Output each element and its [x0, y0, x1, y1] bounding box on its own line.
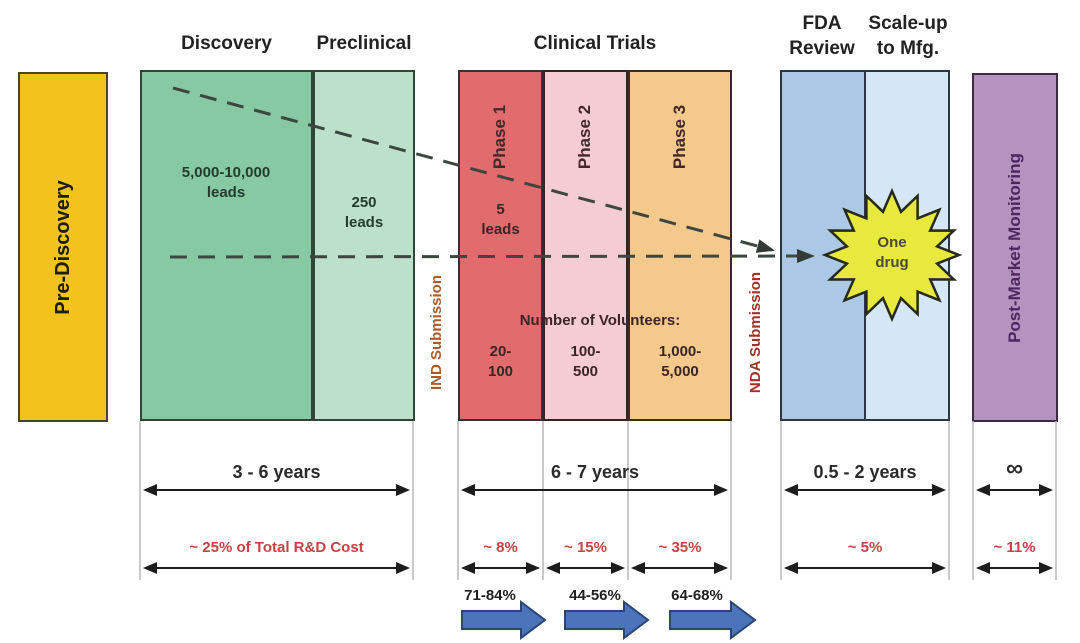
funnel-horizontal-dashed-line: [169, 249, 815, 264]
duration-discovery-preclinical: 3 - 6 years: [232, 462, 321, 482]
cost-phase-3: ~ 35%: [658, 539, 702, 556]
cost-discovery-preclinical: ~ 25% of Total R&D Cost: [189, 539, 364, 556]
box-preclinical: [313, 70, 415, 421]
label-phase-3-wrap: Phase 3: [628, 76, 732, 198]
one-drug-label: One drug: [875, 234, 909, 272]
box-phase-3: [628, 70, 732, 421]
label-phase-2-wrap: Phase 2: [543, 76, 628, 198]
label-pre-discovery-wrap: Pre-Discovery: [18, 72, 108, 422]
duration-post-market-infinity: ∞: [1005, 455, 1024, 482]
dimension-guides: [139, 421, 1057, 580]
milestone-ind-submission: IND Submission: [428, 274, 446, 391]
header-scale-up: Scale-up to Mfg.: [868, 13, 948, 59]
success-rate-phase-2: 44-56%: [569, 587, 621, 604]
preclinical-leads: 250 leads: [344, 194, 384, 232]
header-discovery: Discovery: [181, 33, 272, 54]
header-preclinical: Preclinical: [316, 33, 412, 54]
success-arrow-phase-1: [461, 600, 547, 640]
volunteers-heading: Number of Volunteers:: [519, 312, 681, 329]
label-phase-1: Phase 1: [490, 104, 510, 170]
success-arrow-phase-2: [564, 600, 650, 640]
cost-phase-1: ~ 8%: [483, 539, 518, 556]
label-post-market-wrap: Post-Market Monitoring: [972, 73, 1058, 422]
discovery-leads: 5,000-10,000 leads: [181, 164, 271, 202]
cost-post-market: ~ 11%: [993, 539, 1036, 556]
phase-2-volunteers: 100- 500: [570, 343, 601, 381]
phase-3-volunteers: 1,000- 5,000: [658, 343, 702, 381]
duration-clinical-trials: 6 - 7 years: [550, 462, 640, 482]
box-phase-1: [458, 70, 543, 421]
success-arrows: [461, 600, 757, 640]
box-discovery: [140, 70, 313, 421]
cost-fda-scaleup: ~ 5%: [847, 539, 883, 556]
milestone-ind-wrap: IND Submission: [415, 240, 458, 425]
label-phase-3: Phase 3: [669, 104, 689, 170]
milestone-nda-wrap: NDA Submission: [732, 240, 780, 425]
label-pre-discovery: Pre-Discovery: [51, 179, 74, 315]
label-post-market: Post-Market Monitoring: [1005, 152, 1024, 343]
phase-1-leads: 5 leads: [481, 201, 520, 239]
box-post-market: [972, 73, 1058, 422]
milestone-nda-submission: NDA Submission: [747, 271, 765, 394]
phase-1-volunteers: 20- 100: [487, 343, 514, 381]
label-phase-2: Phase 2: [575, 104, 595, 170]
box-phase-2: [543, 70, 628, 421]
duration-fda-scaleup: 0.5 - 2 years: [813, 462, 917, 482]
funnel-diagonal-dashed-line: [172, 86, 775, 253]
header-fda-review: FDA Review: [789, 13, 855, 59]
success-rate-phase-3: 64-68%: [671, 587, 723, 604]
one-drug-starburst: [821, 187, 963, 323]
label-phase-1-wrap: Phase 1: [458, 76, 543, 198]
cost-phase-2: ~ 15%: [564, 539, 607, 556]
box-pre-discovery: [18, 72, 108, 422]
header-clinical-trials: Clinical Trials: [533, 33, 657, 54]
success-arrow-phase-3: [669, 600, 757, 640]
success-rate-phase-1: 71-84%: [464, 587, 516, 604]
